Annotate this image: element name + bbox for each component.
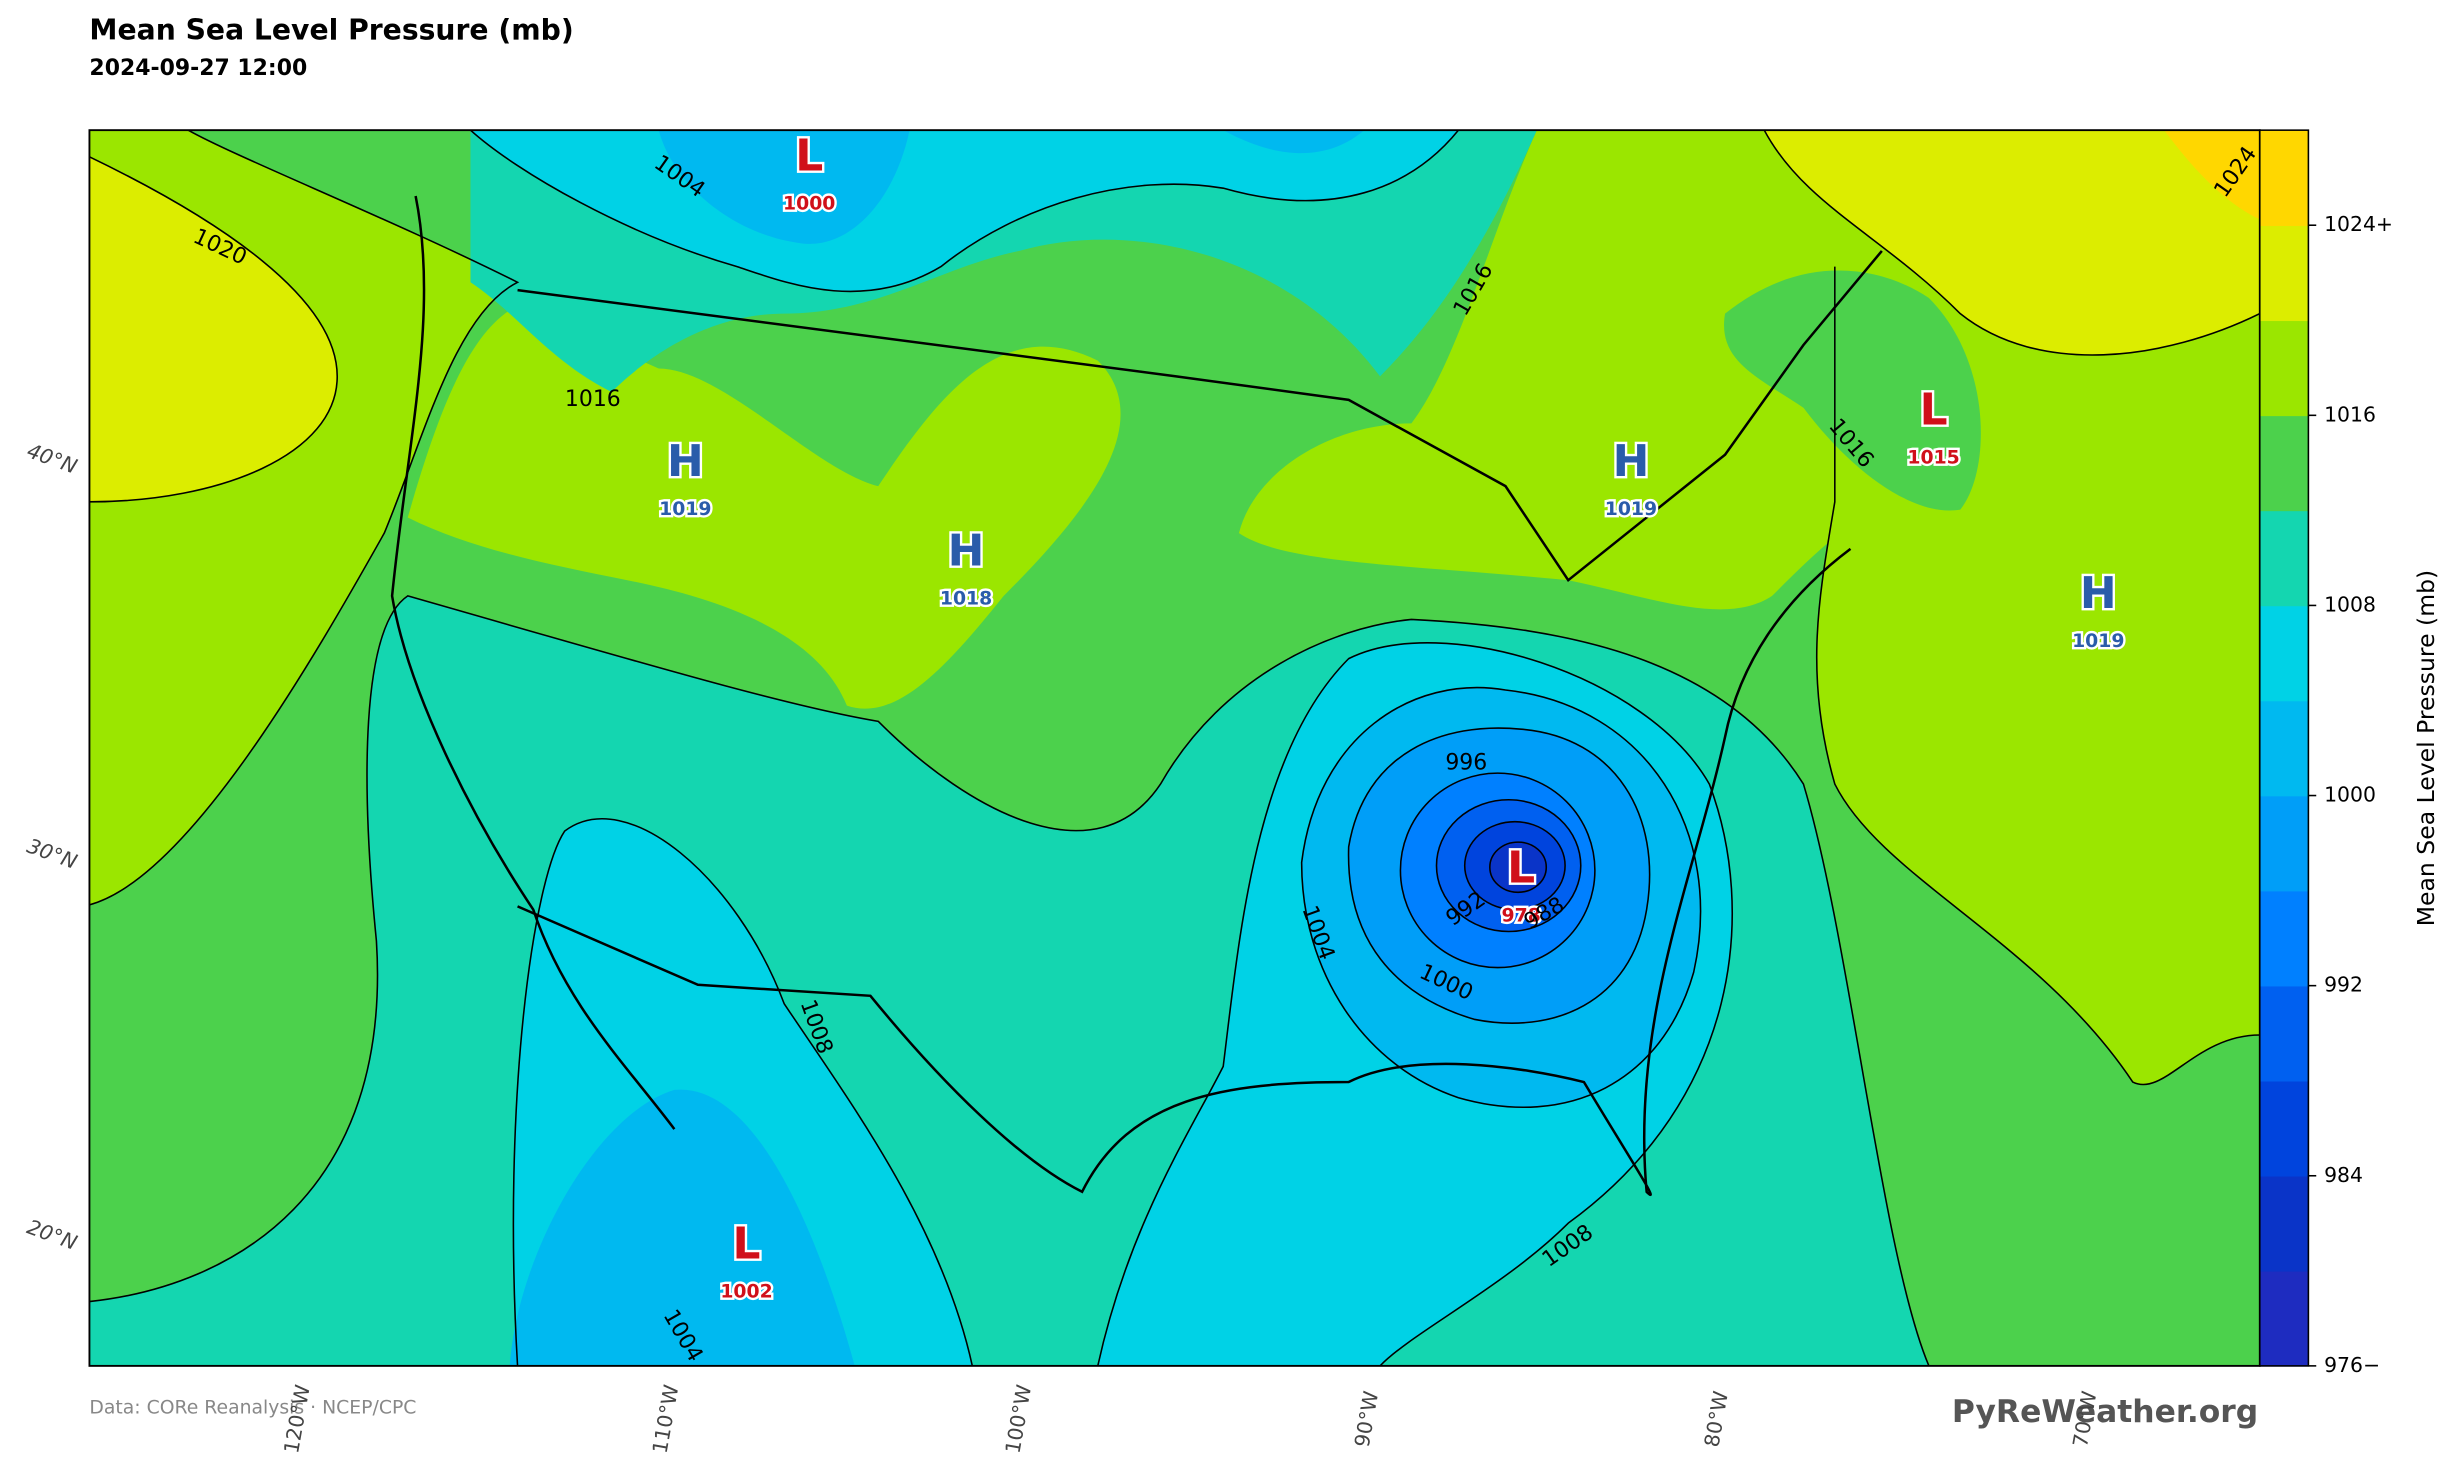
pressure-center-symbol: L [1507,842,1535,893]
colorbar-segment [2259,415,2309,512]
colorbar-tick-label: 1024+ [2324,212,2393,236]
colorbar-segment [2259,795,2309,892]
colorbar-label: Mean Sea Level Pressure (mb) [2412,570,2440,926]
colorbar-segment [2259,130,2309,226]
credit: Data: CORe Reanalysis · NCEP/CPC [89,1398,416,1419]
watermark: PyReWeather.org [1952,1394,2258,1430]
contour-label: 1016 [565,387,621,412]
colorbar-segment [2259,320,2309,417]
longitude-label: 110°W [648,1383,684,1455]
colorbar-segment [2259,1175,2309,1272]
latitude-label: 30°N [24,834,80,874]
colorbar-segment [2259,225,2309,322]
colorbar-segment [2259,700,2309,797]
title: Mean Sea Level Pressure (mb) [89,13,573,46]
longitude-label: 120°W [279,1383,315,1455]
pressure-center-symbol: H [1613,436,1650,487]
pressure-center-value: 1018 [940,589,992,610]
colorbar-tick-label: 1008 [2324,592,2376,616]
pressure-center-symbol: H [2080,568,2117,619]
pressure-center-symbol: L [795,130,823,181]
pressure-center-value: 1002 [720,1282,772,1303]
pressure-center-value: 1019 [1605,499,1657,520]
pressure-center-value: 978 [1502,905,1541,926]
latitude-label: 40°N [24,438,80,478]
longitude-label: 80°W [1700,1389,1733,1449]
colorbar-segment [2259,985,2309,1082]
colorbar-segment [2259,1270,2309,1367]
pressure-center-symbol: L [733,1219,761,1270]
pressure-center-value: 1019 [659,499,711,520]
pressure-center-value: 1000 [783,193,835,214]
longitude-label: 90°W [1350,1389,1383,1449]
colorbar-segment [2259,605,2309,702]
pressure-center-symbol: H [948,526,985,577]
subtitle: 2024-09-27 12:00 [89,56,307,81]
colorbar-segment [2259,890,2309,987]
colorbar-tick-label: 992 [2324,973,2363,997]
colorbar-tick-label: 1016 [2324,402,2376,426]
pressure-center-symbol: H [667,436,704,487]
pressure-center-value: 1019 [2072,631,2124,652]
colorbar-tick-label: 976− [2324,1353,2380,1377]
colorbar-tick-label: 984 [2324,1163,2363,1187]
colorbar-tick-label: 1000 [2324,783,2376,807]
colorbar-frame [2259,129,2310,1367]
pressure-center-symbol: L [1920,384,1948,435]
contour-label: 996 [1445,751,1487,776]
colorbar-segment [2259,1080,2309,1177]
pressure-field [89,130,2260,1366]
pressure-center-value: 1015 [1907,447,1959,468]
longitude-label: 100°W [1001,1383,1037,1455]
colorbar-segment [2259,510,2309,607]
latitude-label: 20°N [24,1215,80,1255]
